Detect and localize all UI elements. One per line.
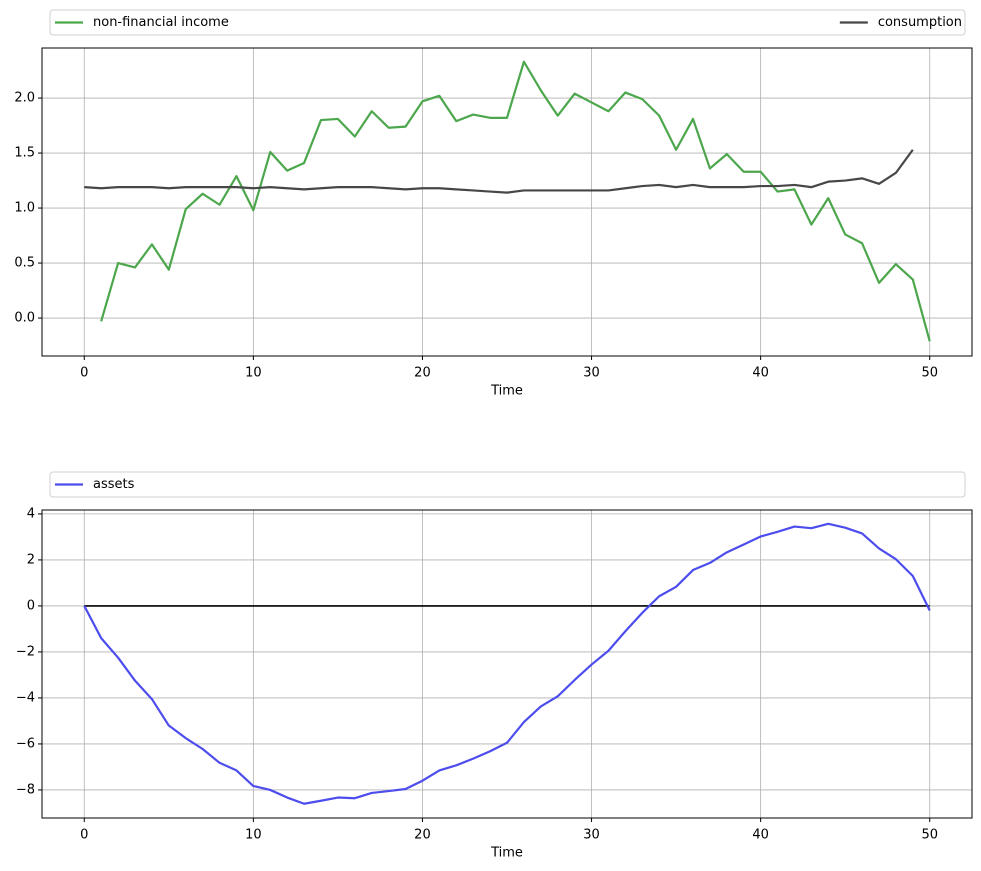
y-tick-label: 2	[27, 552, 35, 567]
x-tick-label: 40	[752, 366, 769, 381]
axes-frame	[41, 509, 973, 819]
y-tick-label: −2	[16, 644, 35, 659]
y-tick-label: 1.0	[14, 201, 35, 216]
series-line	[83, 522, 931, 805]
x-tick-label: 30	[583, 828, 600, 843]
y-tick-label: 4	[27, 506, 35, 521]
x-tick-label: 40	[752, 828, 769, 843]
y-tick-label: −4	[16, 690, 35, 705]
x-tick-label: 20	[414, 366, 431, 381]
legend-box	[49, 471, 966, 498]
y-tick-label: −6	[16, 736, 35, 751]
x-tick-label: 50	[921, 366, 938, 381]
x-tick-label: 20	[414, 828, 431, 843]
legend-label: assets	[93, 477, 135, 492]
legend-box	[49, 9, 966, 36]
x-tick-label: 10	[245, 366, 262, 381]
y-tick-label: 1.5	[14, 146, 35, 161]
x-axis-label: Time	[490, 846, 523, 861]
legend-label: consumption	[878, 15, 962, 30]
x-tick-label: 30	[583, 366, 600, 381]
y-tick-label: 0.5	[14, 256, 35, 271]
x-tick-label: 0	[80, 366, 88, 381]
y-tick-label: −8	[16, 782, 35, 797]
x-tick-label: 50	[921, 828, 938, 843]
y-tick-label: 0	[27, 598, 35, 613]
x-axis-label: Time	[490, 384, 523, 399]
x-tick-label: 0	[80, 828, 88, 843]
series-line	[100, 60, 931, 342]
y-tick-label: 2.0	[14, 91, 35, 106]
axes-frame	[41, 47, 973, 357]
y-tick-label: 0.0	[14, 311, 35, 326]
series-line	[84, 149, 914, 194]
x-tick-label: 10	[245, 828, 262, 843]
legend-label: non-financial income	[93, 15, 229, 30]
